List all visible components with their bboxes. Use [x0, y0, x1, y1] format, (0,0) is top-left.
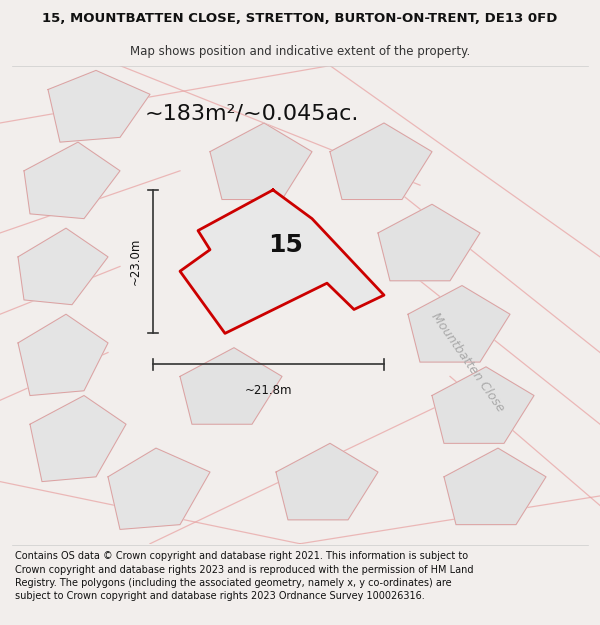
Polygon shape	[180, 348, 282, 424]
Polygon shape	[18, 228, 108, 304]
Polygon shape	[18, 314, 108, 396]
Polygon shape	[378, 204, 480, 281]
Polygon shape	[276, 443, 378, 520]
Text: Mountbatten Close: Mountbatten Close	[429, 310, 507, 414]
Text: ~183m²/~0.045ac.: ~183m²/~0.045ac.	[145, 103, 359, 124]
Text: ~23.0m: ~23.0m	[129, 238, 142, 286]
Polygon shape	[408, 286, 510, 362]
Text: 15: 15	[268, 234, 303, 258]
Text: 15, MOUNTBATTEN CLOSE, STRETTON, BURTON-ON-TRENT, DE13 0FD: 15, MOUNTBATTEN CLOSE, STRETTON, BURTON-…	[43, 12, 557, 25]
Polygon shape	[30, 396, 126, 482]
Text: Contains OS data © Crown copyright and database right 2021. This information is : Contains OS data © Crown copyright and d…	[15, 551, 473, 601]
Polygon shape	[180, 190, 384, 333]
Text: Map shows position and indicative extent of the property.: Map shows position and indicative extent…	[130, 45, 470, 58]
Text: ~21.8m: ~21.8m	[245, 384, 292, 397]
Polygon shape	[48, 71, 150, 142]
Polygon shape	[24, 142, 120, 219]
Polygon shape	[444, 448, 546, 524]
Polygon shape	[330, 123, 432, 199]
Polygon shape	[108, 448, 210, 529]
Polygon shape	[210, 123, 312, 199]
Polygon shape	[432, 367, 534, 443]
